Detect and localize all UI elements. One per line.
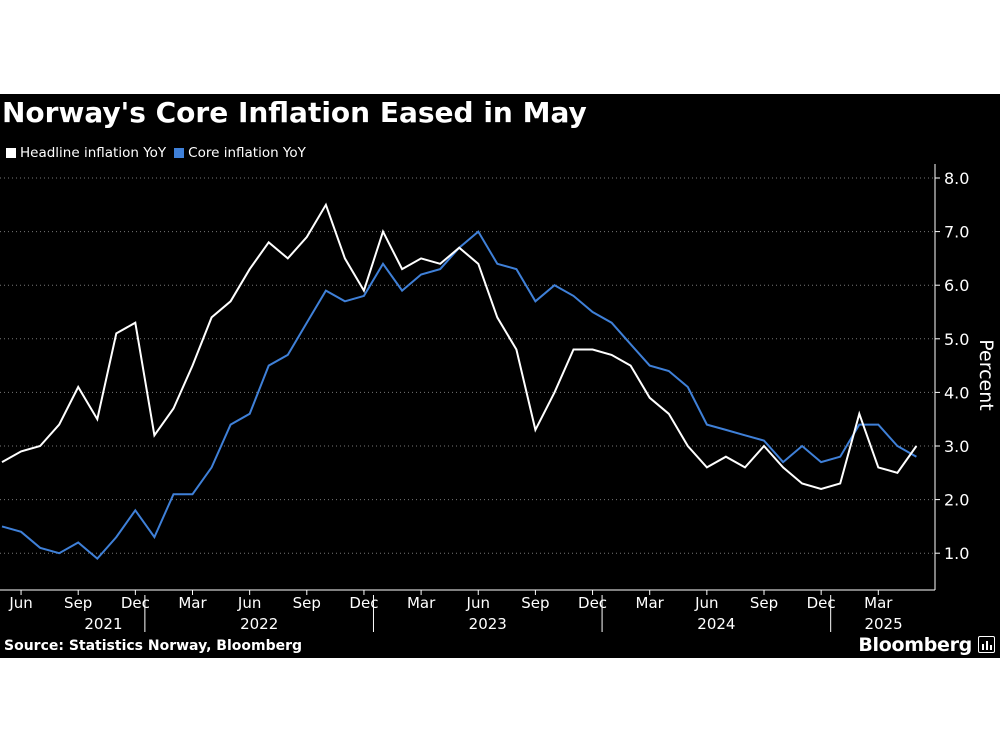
x-tick-label: Jun <box>466 594 490 612</box>
y-tick-label: 3.0 <box>944 437 969 456</box>
y-tick-label: 7.0 <box>944 223 969 242</box>
legend-label-headline: Headline inflation YoY <box>20 145 167 161</box>
bloomberg-logo: Bloomberg <box>858 634 972 656</box>
legend-item-headline: Headline inflation YoY <box>6 145 166 161</box>
x-tick-label: Jun <box>694 594 718 612</box>
x-tick-label: Mar <box>864 594 893 612</box>
x-tick-label: Dec <box>349 594 378 612</box>
legend-swatch-headline <box>6 148 16 158</box>
x-tick-label: Mar <box>407 594 436 612</box>
bloomberg-mark-icon <box>978 636 995 653</box>
y-tick-label: 2.0 <box>944 491 969 510</box>
source-note: Source: Statistics Norway, Bloomberg <box>4 638 303 654</box>
y-tick-label: 6.0 <box>944 276 969 295</box>
legend-label-core: Core inflation YoY <box>188 145 306 161</box>
x-year-label: 2022 <box>240 615 278 633</box>
core-line <box>1 230 917 560</box>
x-year-label: 2021 <box>84 615 122 633</box>
x-year-label: 2025 <box>864 615 902 633</box>
y-axis-title: Percent <box>975 339 997 411</box>
line-chart: 1.0 2.0 3.0 4.0 5.0 6.0 7.0 8.0 Percent Jun Sep Dec… <box>0 164 997 633</box>
chart-title: Norway's Core Inflation Eased in May <box>2 96 587 129</box>
x-tick-label: Dec <box>578 594 607 612</box>
x-tick-label: Jun <box>237 594 261 612</box>
headline-line <box>1 202 918 490</box>
y-tick-label: 8.0 <box>944 169 969 188</box>
x-tick-label: Sep <box>64 594 92 612</box>
x-tick-label: Sep <box>521 594 549 612</box>
chart-panel: Norway's Core Inflation Eased in May Hea… <box>0 94 1000 658</box>
x-tick-label: Sep <box>750 594 778 612</box>
x-tick-label: Dec <box>121 594 150 612</box>
legend: Headline inflation YoY Core inflation Yo… <box>6 144 314 162</box>
legend-swatch-core <box>174 148 185 158</box>
x-tick-label: Sep <box>293 594 321 612</box>
x-year-label: 2023 <box>469 615 507 633</box>
x-tick-label: Mar <box>636 594 665 612</box>
x-tick-label: Dec <box>807 594 836 612</box>
x-tick-label: Jun <box>8 594 32 612</box>
y-tick-label: 5.0 <box>944 330 969 349</box>
y-tick-label: 4.0 <box>944 383 969 402</box>
y-tick-label: 1.0 <box>944 544 969 563</box>
x-tick-label: Mar <box>178 594 207 612</box>
legend-item-core: Core inflation YoY <box>174 145 306 161</box>
x-year-label: 2024 <box>697 615 735 633</box>
